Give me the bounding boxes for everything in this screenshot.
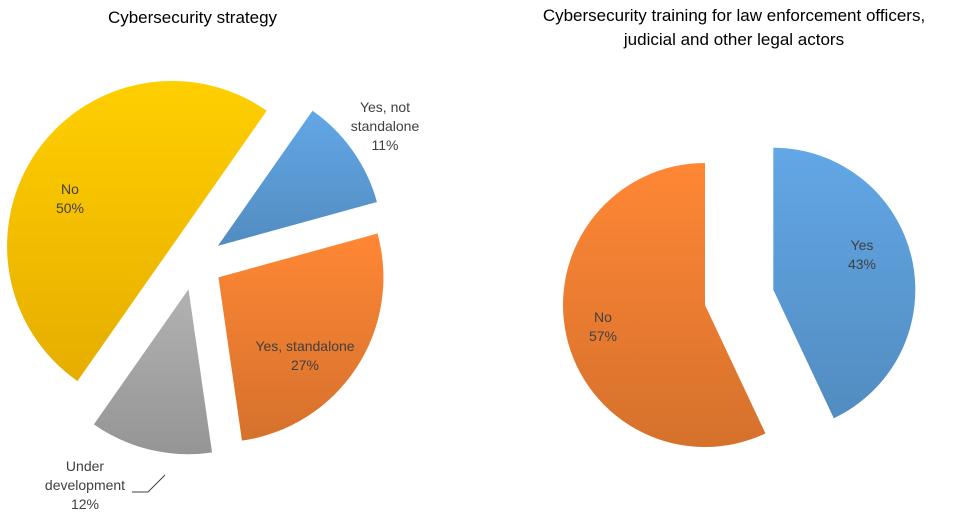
value-label: 12%: [70, 495, 100, 512]
category-label: Under development: [44, 457, 126, 493]
chart-title-text: Cybersecurity training for law enforceme…: [542, 6, 926, 49]
pie-slice: [562, 163, 766, 448]
slice-label: No 57%: [553, 298, 653, 355]
pie-slice: [218, 233, 384, 441]
pie-slice: [773, 147, 916, 419]
pie-slice: [93, 289, 213, 455]
pie-slice: [7, 80, 267, 382]
slice-label: Under development 12%: [35, 447, 135, 523]
chart-title-box: Cybersecurity training for law enforceme…: [515, 4, 953, 64]
value-label: 27%: [290, 357, 320, 373]
category-label: Yes, not standalone: [350, 98, 420, 134]
category-label: No: [594, 308, 612, 325]
value-label: 57%: [588, 327, 618, 344]
slice-label-box: Yes, standalone 27%: [255, 318, 355, 394]
pie-slice: [217, 110, 377, 246]
value-label: 11%: [371, 136, 399, 153]
leader-line: [132, 474, 166, 493]
slice-label: Yes 43%: [812, 226, 912, 283]
slice-label-box: Under development 12%: [35, 447, 135, 523]
slice-label-box: No 57%: [553, 298, 653, 355]
category-label: Yes: [850, 236, 874, 253]
slice-label: Yes, standalone 27%: [255, 318, 355, 394]
chart-title: Cybersecurity strategy: [40, 6, 345, 36]
slice-label: No 50%: [20, 170, 120, 227]
category-label: No: [61, 180, 79, 197]
slice-label-box: No 50%: [20, 170, 120, 227]
slice-label-box: Yes 43%: [812, 226, 912, 283]
chart-title-text: Cybersecurity strategy: [107, 8, 278, 27]
chart-title: Cybersecurity training for law enforceme…: [515, 4, 953, 64]
slice-label: Yes, not standalone 11%: [335, 88, 435, 164]
slice-label-box: Yes, not standalone 11%: [335, 88, 435, 164]
value-label: 43%: [847, 255, 877, 272]
chart-title-box: Cybersecurity strategy: [40, 6, 345, 36]
category-label: Yes, standalone: [255, 338, 355, 354]
value-label: 50%: [55, 199, 85, 216]
